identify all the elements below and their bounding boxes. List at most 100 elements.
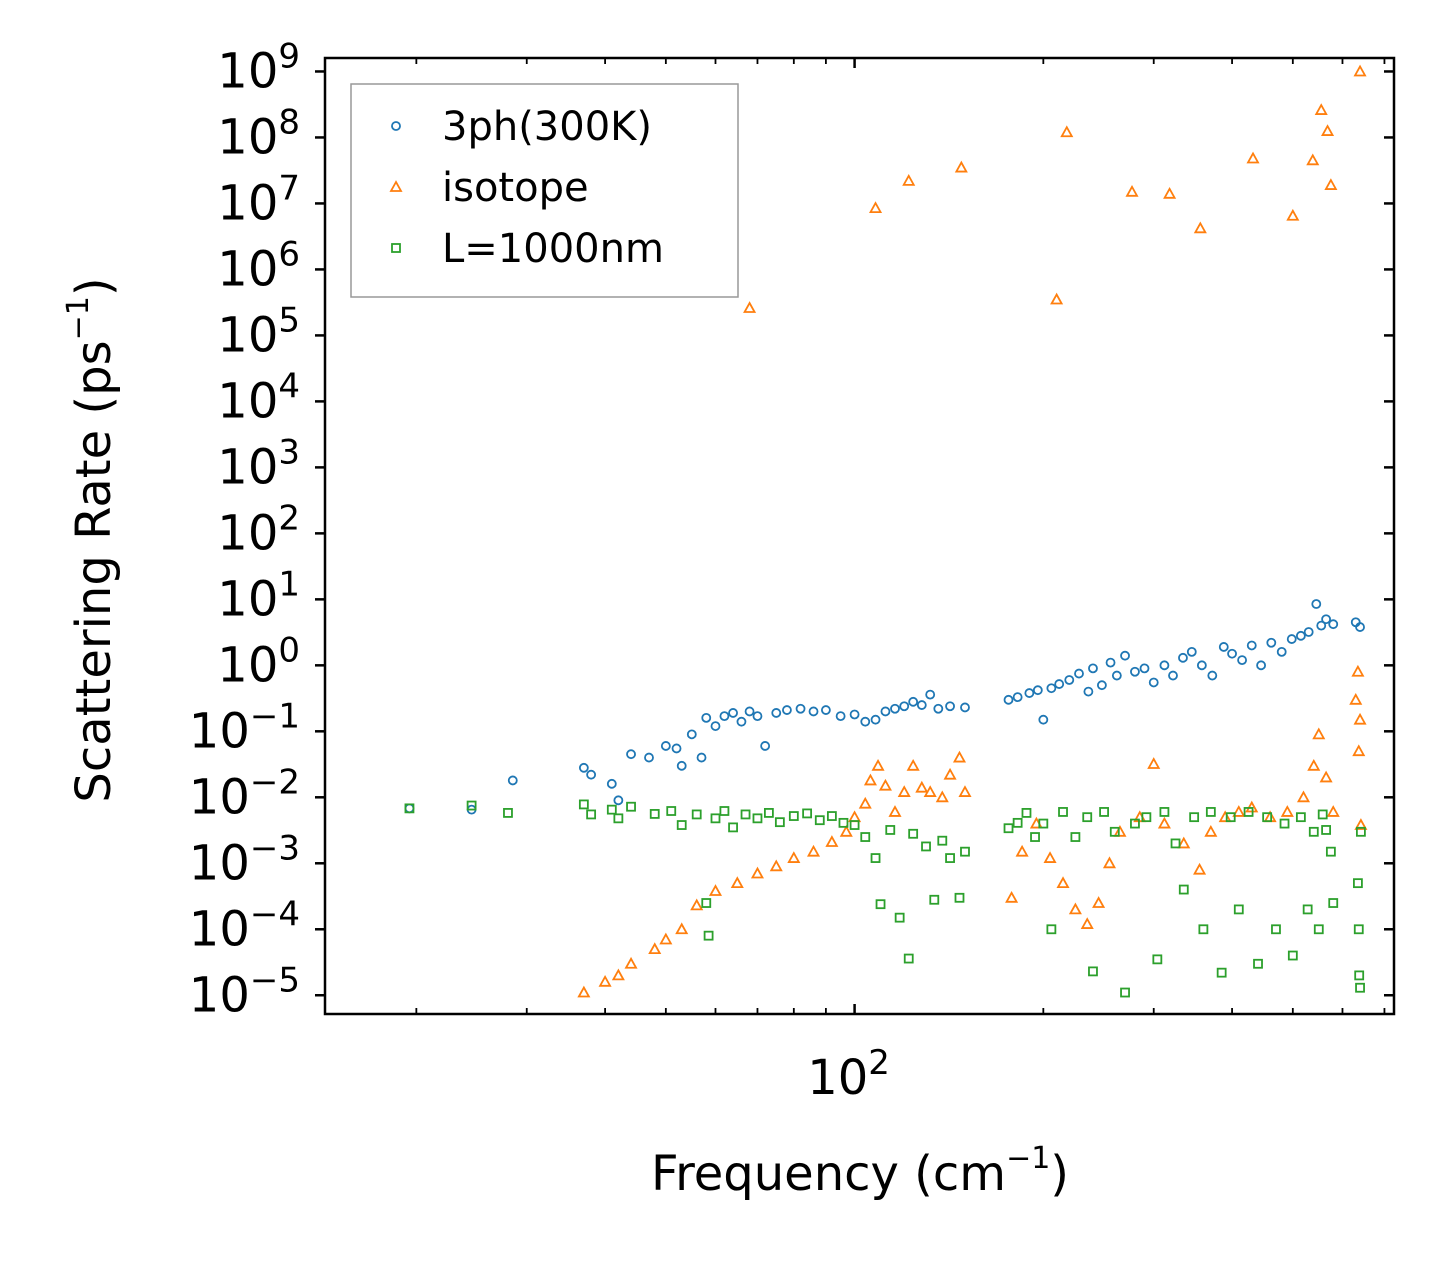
x-tick-labels: 102 bbox=[807, 1043, 890, 1106]
data-point bbox=[1321, 614, 1332, 625]
data-point bbox=[849, 820, 860, 830]
data-point bbox=[578, 762, 589, 773]
data-point bbox=[1325, 846, 1336, 857]
series-2 bbox=[404, 799, 1366, 998]
data-point bbox=[1092, 896, 1106, 908]
data-point bbox=[960, 846, 970, 857]
data-point bbox=[1120, 650, 1130, 661]
major-ticks bbox=[315, 58, 1394, 1014]
data-point bbox=[691, 809, 702, 820]
legend-label: L=1000nm bbox=[442, 226, 664, 272]
data-point bbox=[885, 825, 896, 835]
data-point bbox=[787, 851, 801, 863]
data-point bbox=[719, 711, 730, 722]
data-point bbox=[1021, 808, 1032, 818]
data-point bbox=[880, 706, 891, 717]
data-point bbox=[1159, 660, 1170, 671]
data-point bbox=[1307, 758, 1321, 771]
data-point bbox=[1189, 812, 1200, 823]
data-point bbox=[839, 824, 853, 837]
data-point bbox=[1232, 805, 1246, 817]
data-point bbox=[902, 173, 916, 186]
data-point bbox=[1186, 646, 1197, 657]
data-point bbox=[1243, 807, 1254, 817]
data-point bbox=[943, 767, 957, 780]
data-point bbox=[690, 898, 704, 911]
data-point bbox=[1313, 924, 1324, 935]
data-point bbox=[1312, 727, 1326, 740]
data-point bbox=[935, 790, 949, 803]
data-point bbox=[1324, 178, 1338, 190]
data-point bbox=[671, 743, 682, 754]
data-point bbox=[1177, 836, 1191, 849]
data-point bbox=[802, 808, 813, 819]
data-point bbox=[1246, 640, 1257, 651]
y-tick-label: 10−1 bbox=[189, 696, 300, 759]
data-point bbox=[728, 822, 738, 833]
data-point bbox=[1125, 184, 1139, 197]
y-tick-label: 108 bbox=[217, 102, 300, 165]
data-point bbox=[897, 785, 911, 797]
data-point bbox=[701, 898, 712, 908]
data-point bbox=[675, 922, 689, 935]
data-point bbox=[1012, 817, 1023, 828]
data-point bbox=[666, 806, 677, 816]
data-point bbox=[814, 815, 825, 826]
data-point bbox=[808, 706, 819, 717]
data-point bbox=[1317, 809, 1328, 820]
data-point bbox=[740, 809, 751, 820]
data-point bbox=[1295, 630, 1306, 641]
data-point bbox=[1056, 876, 1070, 889]
data-point bbox=[1303, 627, 1314, 637]
data-point bbox=[1159, 807, 1170, 817]
data-point bbox=[1353, 712, 1367, 725]
data-point bbox=[1003, 694, 1014, 705]
data-point bbox=[1353, 878, 1363, 889]
data-point bbox=[1193, 862, 1207, 875]
data-point bbox=[1038, 818, 1049, 829]
data-point bbox=[899, 701, 910, 712]
data-point bbox=[908, 828, 919, 839]
data-point bbox=[1099, 807, 1109, 817]
legend-box bbox=[350, 83, 739, 298]
legend-marker-icon bbox=[391, 243, 401, 253]
data-point bbox=[1286, 208, 1300, 221]
data-point bbox=[1088, 966, 1098, 977]
data-point bbox=[1205, 807, 1216, 817]
data-point bbox=[1147, 757, 1161, 769]
y-tick-label: 106 bbox=[217, 234, 300, 297]
data-point bbox=[503, 808, 513, 818]
data-point bbox=[1050, 292, 1064, 305]
legend: 3ph(300K) isotope L=1000nm bbox=[350, 83, 739, 298]
data-point bbox=[1130, 818, 1140, 829]
data-point bbox=[1321, 124, 1335, 136]
data-point bbox=[871, 758, 885, 771]
y-axis-title: Scattering Rate (ps−1) bbox=[61, 277, 122, 802]
data-point bbox=[613, 795, 624, 806]
data-point bbox=[710, 721, 721, 731]
data-point bbox=[404, 803, 415, 814]
data-point bbox=[1064, 675, 1075, 685]
data-point bbox=[908, 696, 919, 707]
data-point bbox=[1314, 103, 1328, 115]
data-point bbox=[875, 899, 886, 910]
data-point bbox=[578, 799, 589, 810]
data-point bbox=[1311, 599, 1322, 609]
data-point bbox=[708, 884, 723, 896]
data-point bbox=[1306, 153, 1320, 166]
plot-frame bbox=[323, 56, 1396, 1016]
data-point bbox=[1355, 826, 1366, 837]
data-point bbox=[730, 876, 744, 889]
data-point bbox=[1218, 642, 1229, 652]
data-point bbox=[1308, 826, 1319, 837]
data-point bbox=[863, 773, 877, 786]
data-point bbox=[890, 703, 900, 714]
data-point bbox=[916, 700, 927, 710]
data-point bbox=[1266, 637, 1277, 648]
data-point bbox=[782, 705, 792, 715]
data-point bbox=[860, 832, 871, 842]
legend-marker-icon bbox=[391, 121, 401, 131]
data-point bbox=[954, 160, 968, 173]
data-point bbox=[806, 844, 821, 857]
data-point bbox=[915, 780, 929, 793]
